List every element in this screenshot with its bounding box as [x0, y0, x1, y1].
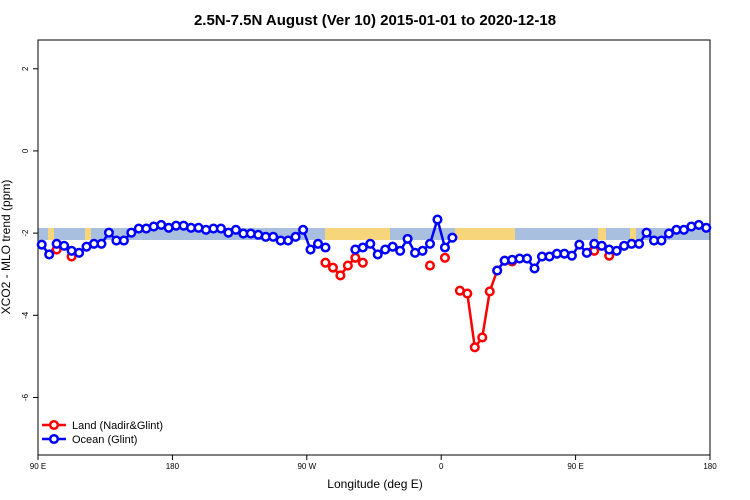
data-point [59, 240, 70, 251]
data-point [357, 257, 368, 268]
data-point [462, 288, 473, 299]
data-point [365, 238, 376, 249]
x-tick-label: 90 W [297, 462, 316, 471]
data-point [342, 260, 353, 271]
data-point [424, 260, 436, 271]
data-point [387, 241, 398, 252]
y-tick-label: 0 [21, 148, 30, 153]
data-point [477, 332, 488, 343]
legend-marker [48, 433, 60, 445]
x-tick-label: 90 E [567, 462, 583, 471]
data-point [701, 222, 712, 233]
data-point [298, 224, 309, 235]
data-point [290, 231, 301, 242]
data-point [484, 286, 495, 297]
legend-label: Ocean (Glint) [72, 434, 137, 446]
land-band [325, 228, 390, 240]
data-point [634, 238, 645, 249]
data-point [268, 231, 279, 242]
data-point [320, 257, 331, 268]
x-tick-label: 180 [166, 462, 180, 471]
data-point [36, 239, 47, 250]
data-point [335, 270, 346, 281]
legend-label: Land (Nadir&Glint) [72, 420, 163, 432]
data-point [492, 265, 503, 276]
data-point [103, 227, 114, 238]
land-band [598, 228, 606, 240]
data-point [230, 224, 241, 235]
data-point [447, 232, 458, 243]
data-point [432, 214, 443, 225]
data-point [574, 239, 585, 250]
land-band [48, 228, 54, 240]
data-point [439, 252, 450, 263]
data-point [96, 238, 107, 249]
data-point [312, 238, 324, 249]
data-point [305, 244, 316, 255]
data-point [663, 228, 674, 239]
data-point [118, 235, 129, 246]
data-point [522, 253, 533, 264]
data-point [320, 242, 331, 253]
data-point [656, 235, 667, 246]
data-point [350, 252, 361, 263]
y-tick-label: -2 [21, 229, 30, 237]
chart-title: 2.5N-7.5N August (Ver 10) 2015-01-01 to … [194, 12, 556, 29]
data-point [641, 227, 652, 238]
data-point [402, 233, 413, 244]
y-tick-label: -4 [21, 311, 30, 319]
data-point [44, 249, 55, 260]
data-point [126, 227, 137, 238]
data-point [215, 223, 226, 234]
x-tick-label: 180 [703, 462, 717, 471]
data-point [417, 245, 428, 256]
land-band [85, 228, 91, 240]
data-point [566, 250, 577, 261]
data-point [424, 238, 436, 249]
y-axis-label: XCO2 - MLO trend (ppm) [0, 180, 13, 315]
data-point [74, 247, 85, 258]
x-tick-label: 90 E [30, 462, 46, 471]
data-point [283, 235, 294, 246]
y-tick-label: 2 [21, 66, 30, 71]
x-tick-label: 0 [439, 462, 444, 471]
data-point [357, 242, 368, 253]
data-point [529, 263, 540, 274]
data-point [372, 249, 383, 260]
land-band [455, 228, 515, 240]
data-point [611, 245, 622, 256]
data-point [596, 240, 607, 251]
data-point [439, 242, 450, 253]
y-tick-label: -6 [21, 393, 30, 401]
data-point [469, 342, 480, 353]
series-line [325, 256, 609, 348]
data-point [581, 247, 592, 258]
data-point [395, 245, 406, 256]
x-axis-label: Longitude (deg E) [327, 477, 422, 491]
land-band [630, 228, 636, 240]
legend-marker [48, 419, 60, 431]
data-point [327, 262, 338, 273]
